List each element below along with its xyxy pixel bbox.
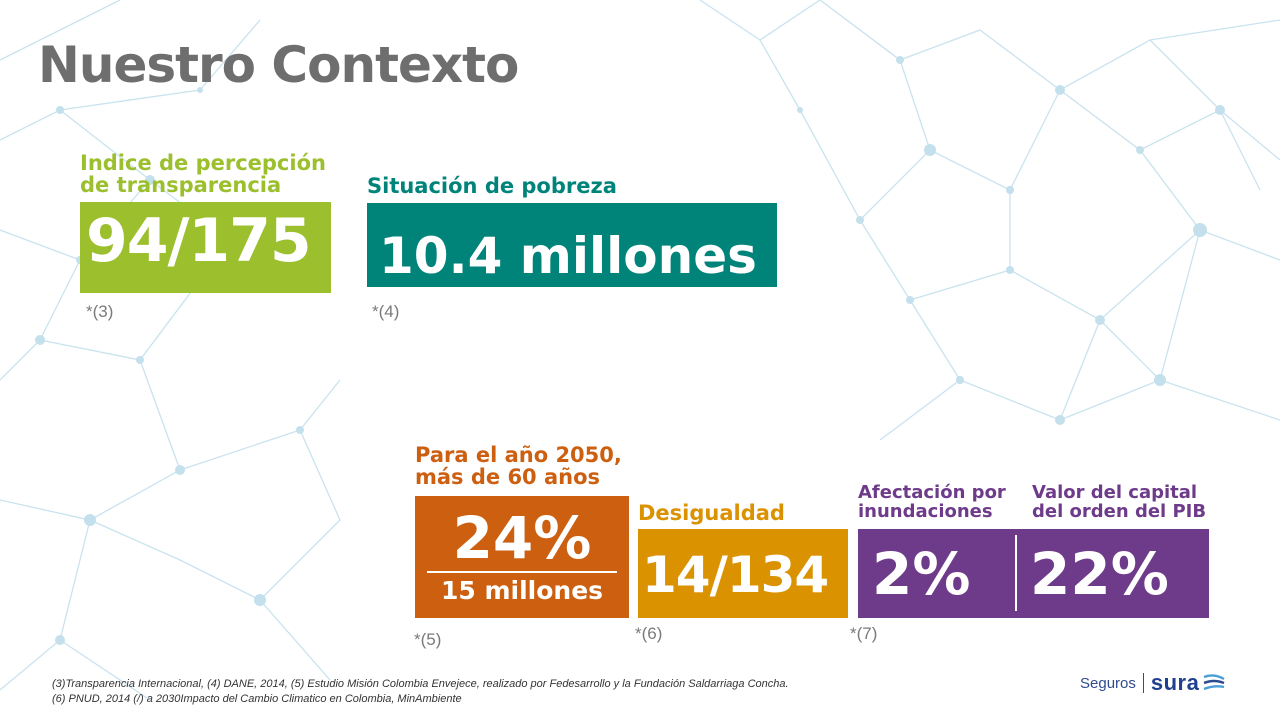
poverty-value: 10.4 millones [379,227,757,285]
floods-value-box: 2% 22% [858,529,1209,618]
page-title: Nuestro Contexto [38,36,519,94]
floods-source-note: *(7) [850,624,878,643]
aging-value: 24% [452,504,592,572]
capital-value: 22% [1030,540,1169,608]
poverty-label: Situación de pobreza [367,174,617,198]
sources-footnotes: (3)Transparencia Internacional, (4) DANE… [52,677,1052,707]
inequality-source-note: *(6) [635,624,663,643]
transparency-source-note: *(3) [86,302,114,321]
aging-label-line1: Para el año 2050, [415,443,622,467]
transparency-label-line1: Indice de percepción [80,151,326,175]
seguros-sura-logo: Seguros sura [1080,668,1226,698]
sura-wing-icon [1203,674,1225,691]
aging-value-box: 24% 15 millones [415,496,629,618]
transparency-label-line2: de transparencia [80,173,282,198]
aging-subvalue: 15 millones [440,576,604,605]
logo-separator [1142,673,1144,693]
capital-label: Valor del capital del orden del PIB [1032,482,1207,522]
footnote-line2: (6) PNUD, 2014 (/) a 2030Impacto del Cam… [52,693,462,705]
floods-value: 2% [872,540,971,608]
aging-divider [427,571,617,573]
floods-value-divider [1015,535,1017,611]
aging-source-note: *(5) [414,630,442,649]
floods-label-line2: inundaciones [858,500,993,522]
footnote-line1: (3)Transparencia Internacional, (4) DANE… [52,678,789,690]
poverty-source-note: *(4) [372,302,400,321]
logo-brand: sura [1150,670,1200,695]
aging-label-line2: más de 60 años [415,465,601,490]
inequality-value: 14/134 [642,546,829,604]
inequality-value-box: 14/134 [638,529,848,618]
aging-label: Para el año 2050, más de 60 años [415,444,622,488]
transparency-label: Indice de percepción de transparencia [80,152,326,196]
inequality-label: Desigualdad [638,501,785,525]
transparency-value: 94/175 [86,206,312,276]
floods-label: Afectación por inundaciones [858,482,1006,522]
poverty-value-box: 10.4 millones [367,203,777,287]
floods-label-line1: Afectación por [858,482,1006,503]
logo-prefix: Seguros [1080,674,1136,692]
capital-label-line1: Valor del capital [1032,482,1198,503]
transparency-value-box: 94/175 [80,202,331,293]
capital-label-line2: del orden del PIB [1032,500,1207,522]
